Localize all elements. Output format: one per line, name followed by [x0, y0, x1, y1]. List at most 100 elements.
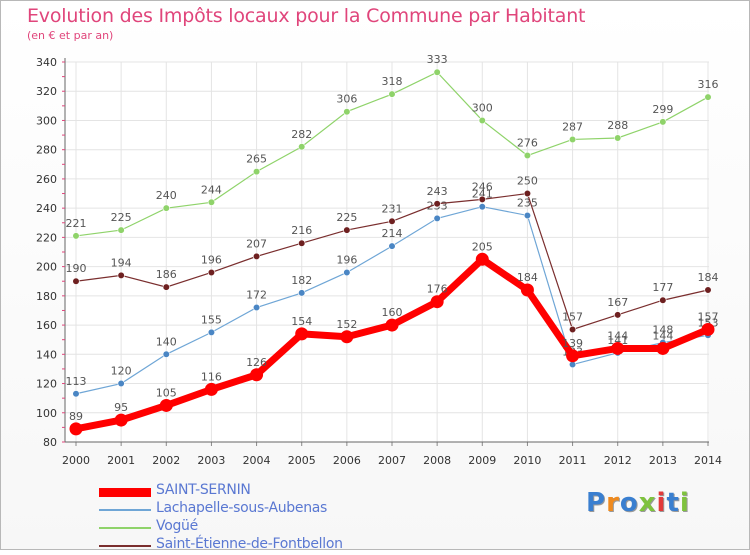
- data-label: 154: [291, 315, 312, 328]
- data-label: 157: [698, 310, 719, 323]
- data-label: 235: [517, 196, 538, 209]
- data-point: [388, 242, 396, 250]
- data-label: 157: [562, 310, 583, 323]
- data-label: 246: [472, 180, 493, 193]
- data-label: 105: [156, 386, 177, 399]
- legend-swatch: [99, 509, 151, 511]
- data-point: [72, 390, 80, 398]
- y-tick-label: 340: [36, 56, 57, 69]
- series-saint-etienne-de-fontbellon: 190 194 186 196 207 216 225 231 243 246 250 157 167 1…: [66, 175, 719, 334]
- y-tick-label: 280: [36, 144, 57, 157]
- data-label: 225: [336, 211, 357, 224]
- data-label: 240: [156, 189, 177, 202]
- data-label: 231: [382, 202, 403, 215]
- data-point: [298, 289, 306, 297]
- data-label: 196: [336, 253, 357, 266]
- data-label: 276: [517, 137, 538, 150]
- data-label: 194: [111, 256, 132, 269]
- data-label: 250: [517, 175, 538, 188]
- data-label: 282: [291, 128, 312, 141]
- data-point: [298, 239, 306, 247]
- data-point: [117, 379, 125, 388]
- y-tick-label: 220: [36, 231, 57, 244]
- data-point: [520, 283, 534, 297]
- legend-label: SAINT-SERNIN: [156, 482, 251, 498]
- data-point: [340, 330, 354, 344]
- data-label: 144: [607, 329, 628, 342]
- data-point: [117, 271, 125, 279]
- data-point: [704, 286, 712, 294]
- data-label: 182: [291, 274, 312, 287]
- x-tick-label: 2012: [604, 454, 632, 467]
- data-label: 241: [472, 188, 493, 201]
- data-point: [162, 350, 170, 358]
- x-tick-label: 2009: [468, 454, 496, 467]
- logo-letter: P: [586, 488, 607, 518]
- legend-swatch: [99, 545, 151, 547]
- data-label: 318: [382, 75, 403, 88]
- data-label: 333: [427, 53, 448, 66]
- plot-area: [65, 62, 709, 442]
- y-tick-label: 100: [36, 407, 57, 420]
- x-tick-label: 2008: [423, 454, 451, 467]
- data-label: 95: [114, 401, 128, 414]
- y-tick-label: 300: [36, 114, 57, 127]
- y-tick-label: 80: [43, 436, 57, 449]
- x-tick-label: 2014: [694, 454, 722, 467]
- x-tick-label: 2000: [62, 454, 90, 467]
- data-label: 244: [201, 183, 222, 196]
- logo-letter: i: [656, 488, 667, 518]
- data-label: 190: [66, 262, 87, 275]
- x-tick-label: 2004: [243, 454, 271, 467]
- data-label: 299: [652, 103, 673, 116]
- data-point: [204, 382, 218, 396]
- data-point: [207, 268, 216, 277]
- data-point: [433, 214, 441, 222]
- data-label: 306: [336, 93, 357, 106]
- logo-letter: t: [666, 488, 680, 518]
- data-point: [343, 268, 351, 277]
- data-point: [701, 322, 715, 336]
- data-label: 176: [427, 283, 448, 296]
- data-point: [430, 295, 444, 309]
- series-saint-sernin: 89 95 105 116 126 154 152 160 176 205 184 139 144 144…: [69, 240, 719, 436]
- data-label: 113: [66, 375, 87, 388]
- data-point: [478, 195, 486, 203]
- data-point: [250, 368, 264, 382]
- x-tick-label: 2011: [559, 454, 587, 467]
- data-point: [656, 341, 670, 355]
- data-label: 184: [517, 271, 538, 284]
- x-tick-label: 2005: [288, 454, 316, 467]
- data-label: 243: [427, 185, 448, 198]
- data-point: [568, 135, 577, 144]
- data-label: 287: [562, 120, 583, 133]
- data-point: [659, 118, 667, 126]
- data-point: [523, 151, 532, 160]
- data-point: [475, 252, 489, 266]
- data-point: [207, 328, 216, 336]
- data-point: [252, 168, 261, 176]
- data-point: [385, 318, 399, 332]
- data-point: [478, 203, 486, 211]
- y-tick-label: 140: [36, 348, 57, 361]
- data-label: 214: [382, 227, 403, 240]
- data-point: [568, 325, 577, 334]
- x-tick-label: 2006: [333, 454, 361, 467]
- data-label: 300: [472, 101, 493, 114]
- data-label: 120: [111, 365, 132, 378]
- data-point: [433, 200, 441, 208]
- data-point: [659, 296, 667, 304]
- data-point: [69, 422, 83, 436]
- legend-swatch: [99, 527, 151, 529]
- data-label: 265: [246, 153, 267, 166]
- x-tick-label: 2010: [513, 454, 541, 467]
- x-tick-label: 2001: [107, 454, 135, 467]
- data-point: [114, 413, 128, 427]
- data-point: [343, 108, 351, 116]
- data-point: [159, 398, 173, 412]
- y-tick-label: 180: [36, 290, 57, 303]
- y-tick-label: 200: [36, 261, 57, 274]
- data-point: [298, 143, 306, 151]
- data-point: [478, 116, 486, 125]
